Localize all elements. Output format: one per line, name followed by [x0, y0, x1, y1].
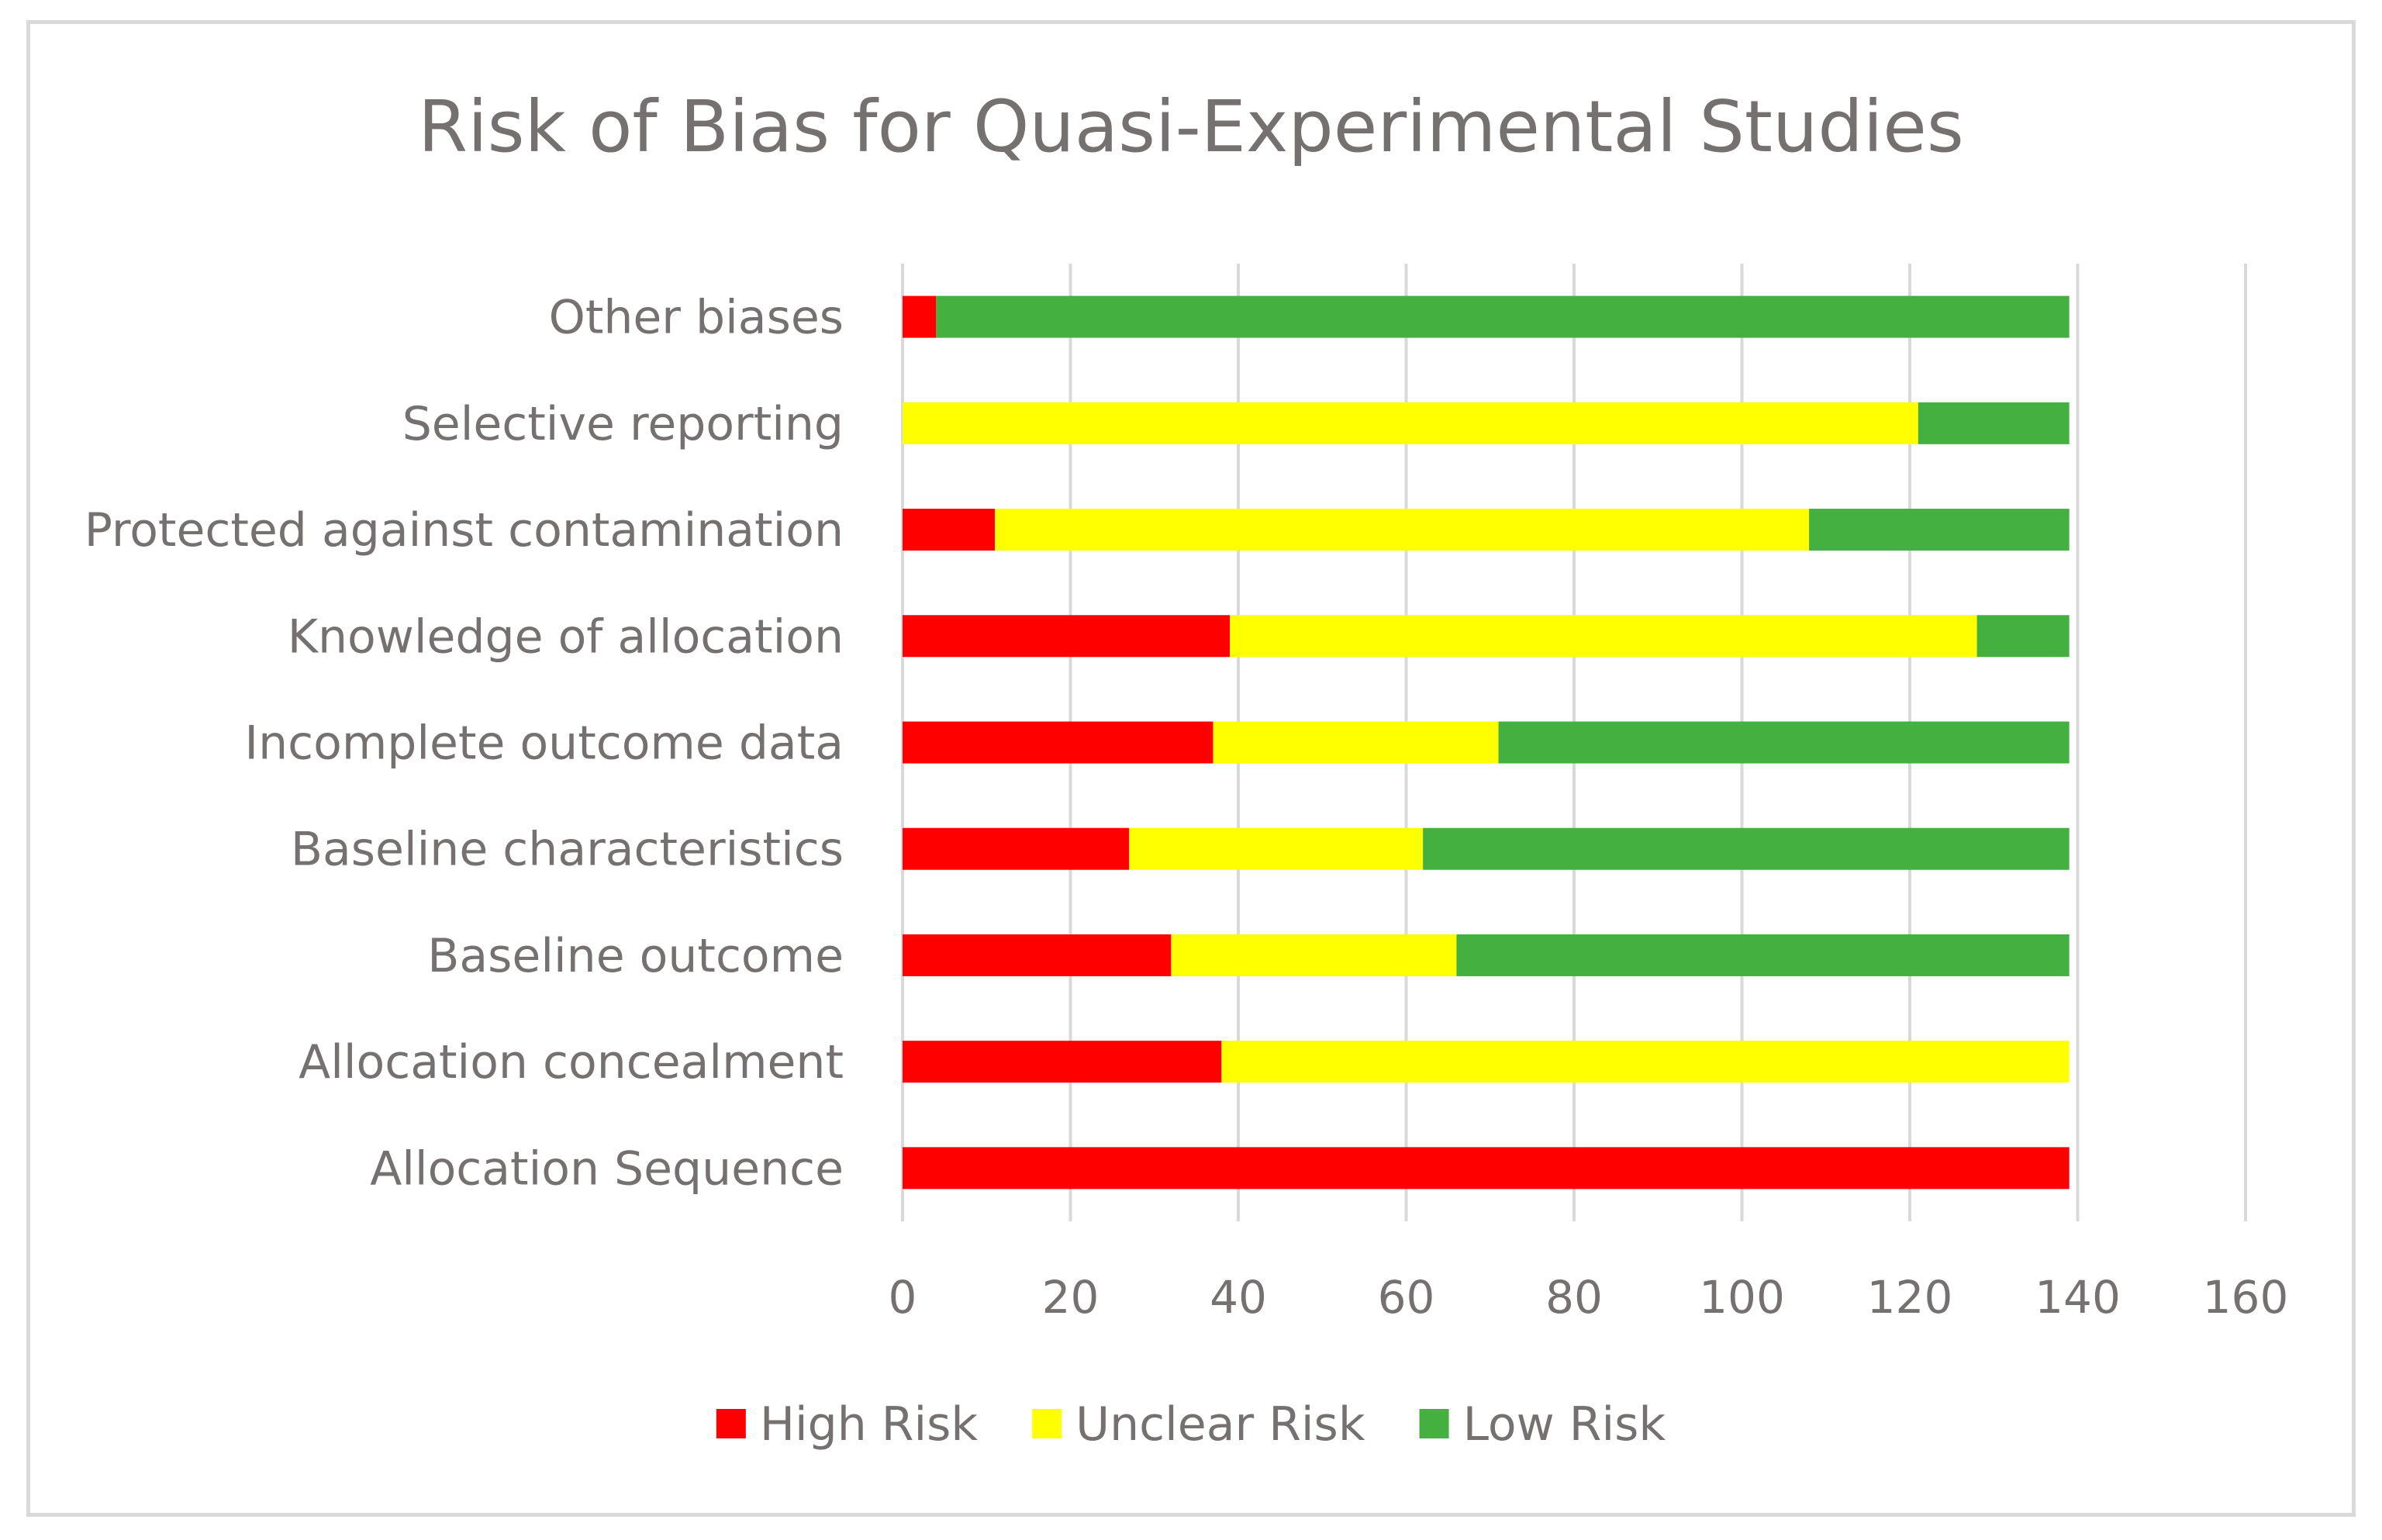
- bar-7-low-risk: [1918, 402, 2070, 444]
- x-tick-label-20: 20: [1042, 1271, 1100, 1324]
- bar-8-low-risk: [936, 295, 2070, 338]
- category-label-1: Allocation concealment: [299, 1035, 844, 1089]
- bar-4-unclear-risk: [1213, 721, 1499, 764]
- legend-label-unclear-risk: Unclear Risk: [1075, 1397, 1365, 1452]
- category-label-8: Other biases: [549, 291, 844, 345]
- legend-label-low-risk: Low Risk: [1463, 1397, 1666, 1452]
- bar-6-high-risk: [903, 509, 996, 551]
- bar-6-low-risk: [1809, 509, 2070, 551]
- bar-2-low-risk: [1456, 934, 2070, 976]
- bar-2-unclear-risk: [1171, 934, 1457, 976]
- x-tick-label-120: 120: [1867, 1271, 1953, 1324]
- bars: [903, 295, 2070, 1190]
- bar-3-high-risk: [903, 827, 1130, 870]
- legend-label-high-risk: High Risk: [760, 1397, 979, 1452]
- legend-swatch-unclear-risk: [1032, 1409, 1062, 1438]
- bar-8-high-risk: [903, 295, 937, 338]
- bar-4-high-risk: [903, 721, 1213, 764]
- bar-6-unclear-risk: [995, 509, 1810, 551]
- category-label-7: Selective reporting: [402, 397, 844, 451]
- category-label-2: Baseline outcome: [427, 929, 844, 983]
- x-tick-label-140: 140: [2035, 1271, 2121, 1324]
- bar-0-high-risk: [903, 1147, 2070, 1190]
- bar-3-low-risk: [1423, 827, 2070, 870]
- x-tick-label-80: 80: [1545, 1271, 1603, 1324]
- x-tick-label-40: 40: [1210, 1271, 1267, 1324]
- category-labels: Allocation Sequence Allocation concealmen…: [85, 291, 844, 1196]
- x-tick-label-0: 0: [889, 1271, 917, 1324]
- legend-swatch-high-risk: [716, 1409, 746, 1438]
- x-axis-tick-labels: 0 20 40 60 80 100 120 140 160: [889, 1271, 2289, 1324]
- x-tick-label-160: 160: [2203, 1271, 2289, 1324]
- bar-2-high-risk: [903, 934, 1172, 976]
- chart-frame: [26, 20, 2356, 1517]
- category-label-4: Incomplete outcome data: [244, 716, 844, 771]
- bar-3-unclear-risk: [1129, 827, 1424, 870]
- legend-swatch-low-risk: [1419, 1409, 1449, 1438]
- bar-5-high-risk: [903, 615, 1231, 658]
- bar-7-unclear-risk: [903, 402, 1918, 444]
- category-label-0: Allocation Sequence: [370, 1141, 844, 1196]
- x-tick-label-60: 60: [1378, 1271, 1435, 1324]
- legend: High Risk Unclear Risk Low Risk: [716, 1397, 1666, 1452]
- chart-title: Risk of Bias for Quasi-Experimental Stud…: [418, 85, 1964, 168]
- bar-1-high-risk: [903, 1041, 1222, 1083]
- bar-5-unclear-risk: [1230, 615, 1977, 658]
- x-tick-label-100: 100: [1699, 1271, 1785, 1324]
- bar-4-low-risk: [1498, 721, 2070, 764]
- category-label-3: Baseline characteristics: [291, 823, 844, 877]
- bar-1-unclear-risk: [1221, 1041, 2070, 1083]
- category-label-5: Knowledge of allocation: [288, 609, 844, 664]
- bar-5-low-risk: [1976, 615, 2070, 658]
- category-label-6: Protected against contamination: [85, 503, 844, 558]
